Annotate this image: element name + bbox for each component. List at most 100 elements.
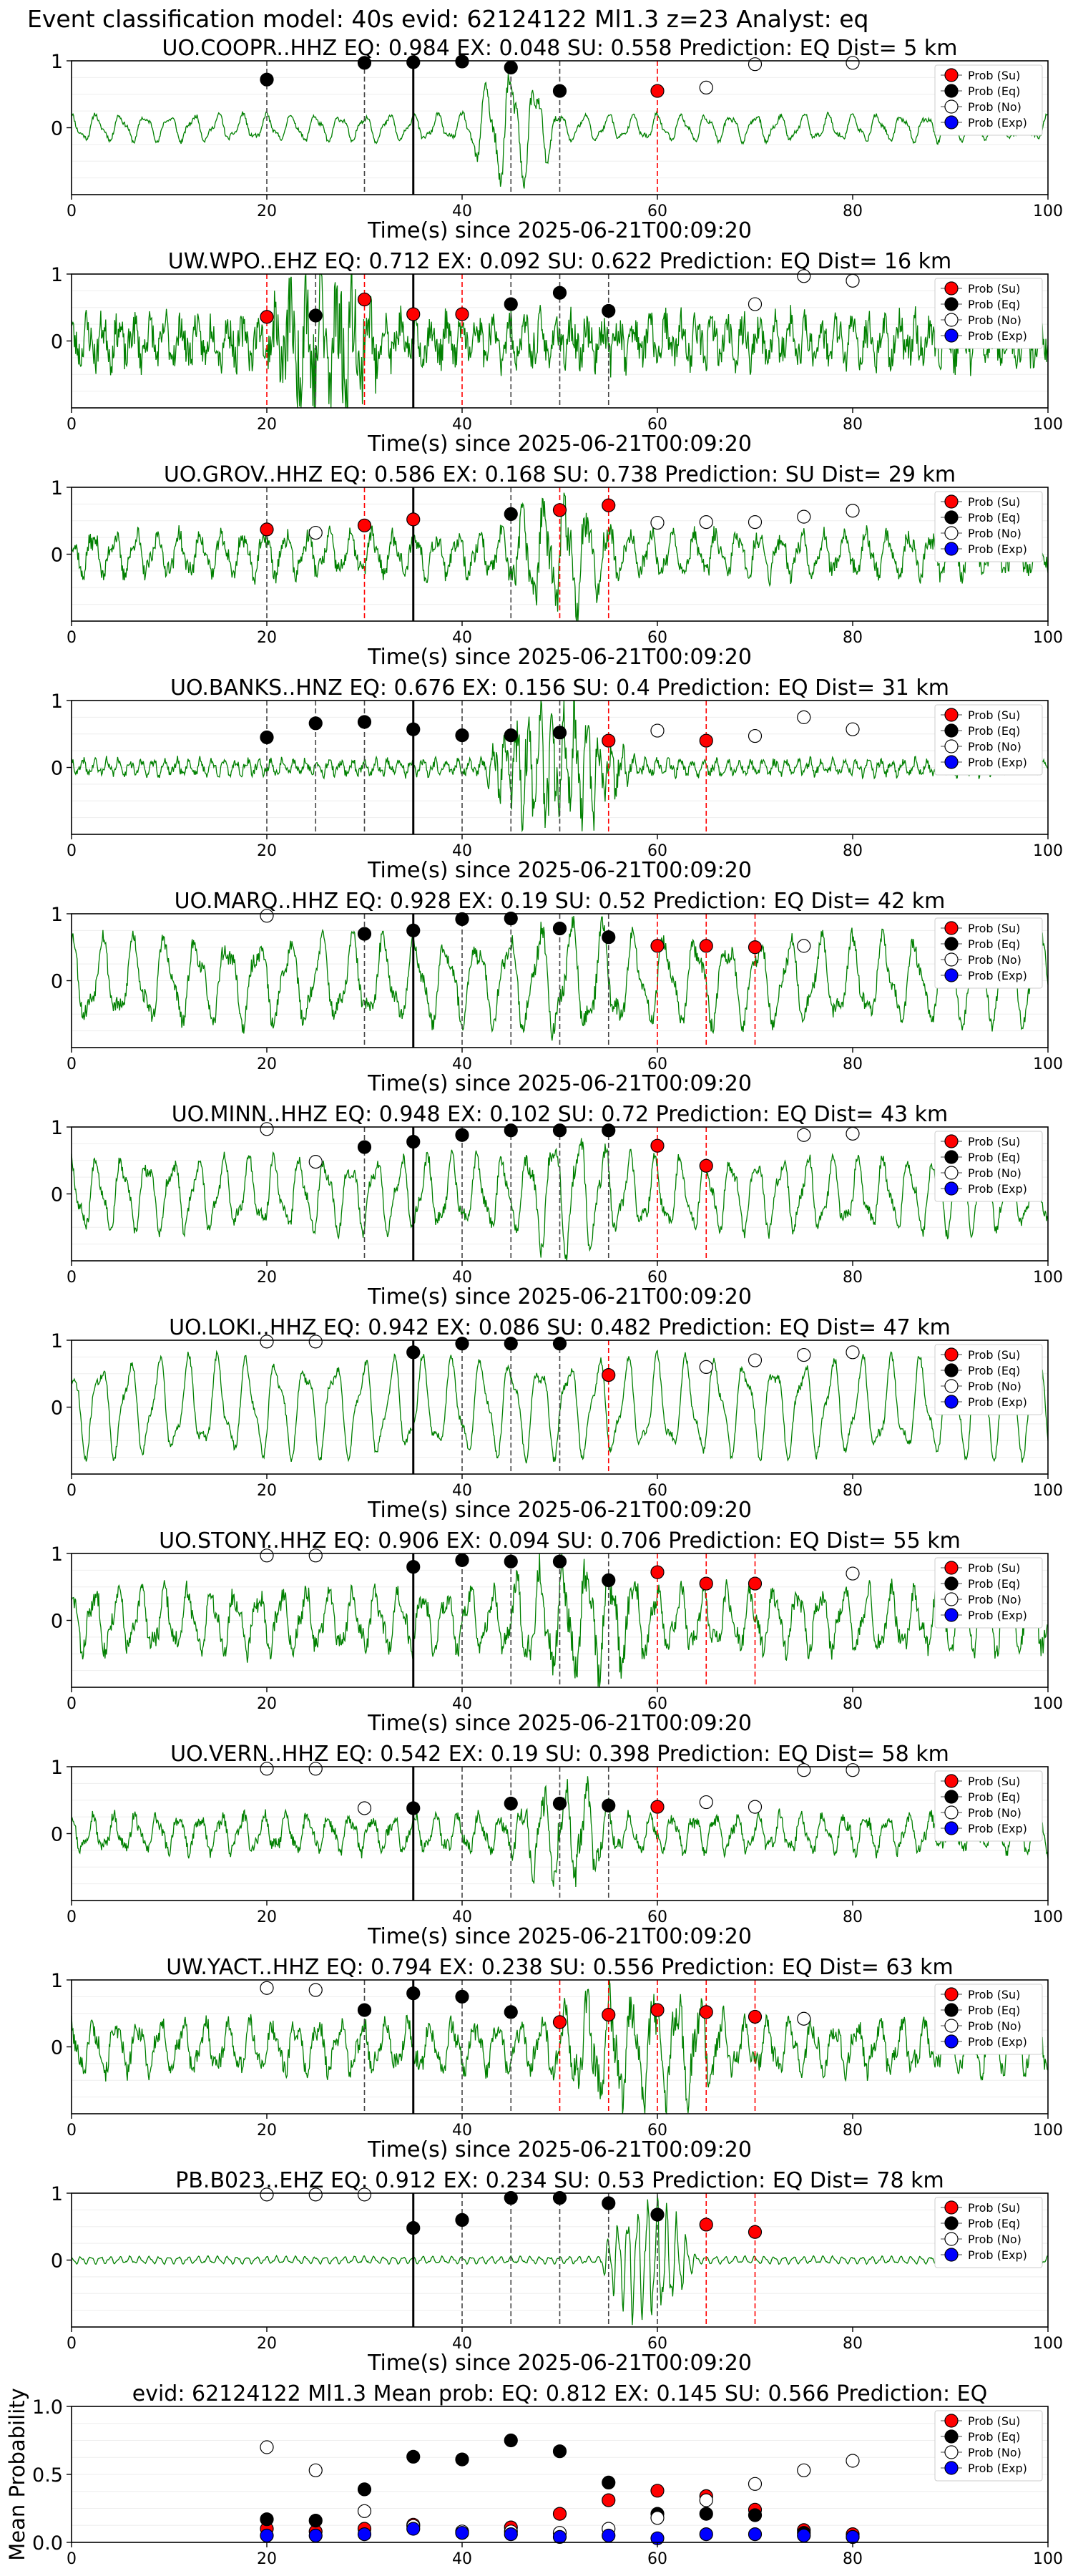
legend-label-su: Prob (Su) xyxy=(968,1988,1020,2001)
y-axis-label: Mean Probability xyxy=(5,2388,29,2561)
prob-marker-su xyxy=(650,1565,665,1579)
prob-marker-no xyxy=(846,56,860,70)
mean-prob-marker-no xyxy=(357,2504,372,2518)
legend-label-exp: Prob (Exp) xyxy=(968,2462,1027,2475)
legend-label-exp: Prob (Exp) xyxy=(968,1395,1027,1409)
panel-title: UO.LOKI..HHZ EQ: 0.942 EX: 0.086 SU: 0.4… xyxy=(169,1315,951,1340)
legend-label-eq: Prob (Eq) xyxy=(968,1577,1020,1591)
legend-label-eq: Prob (Eq) xyxy=(968,298,1020,311)
prob-marker-eq xyxy=(260,730,274,745)
legend-marker-no xyxy=(944,313,959,327)
prob-marker-eq xyxy=(504,297,518,311)
x-tick-label: 20 xyxy=(257,629,277,647)
x-tick-label: 20 xyxy=(257,416,277,434)
figure-suptitle: Event classification model: 40s evid: 62… xyxy=(27,5,868,33)
prob-marker-no xyxy=(308,1548,323,1563)
x-tick-label: 40 xyxy=(452,842,472,860)
legend-marker-su xyxy=(944,1561,959,1575)
legend-label-no: Prob (No) xyxy=(968,740,1021,753)
panel-3: UO.GROV..HHZ EQ: 0.586 EX: 0.168 SU: 0.7… xyxy=(51,462,1063,670)
mean-prob-marker-no xyxy=(699,2493,713,2507)
legend-marker-eq xyxy=(944,2216,959,2230)
prob-marker-su xyxy=(406,512,421,527)
legend-marker-exp xyxy=(944,542,959,556)
legend-marker-eq xyxy=(944,1576,959,1591)
x-tick-label: 60 xyxy=(647,2550,667,2568)
prob-marker-su xyxy=(260,310,274,324)
panel-6: UO.MINN..HHZ EQ: 0.948 EX: 0.102 SU: 0.7… xyxy=(51,1102,1063,1309)
legend-marker-exp xyxy=(944,115,959,130)
legend-marker-exp xyxy=(944,1608,959,1622)
prob-marker-su xyxy=(699,939,713,953)
legend-marker-su xyxy=(944,281,959,296)
x-tick-label: 0 xyxy=(67,842,77,860)
legend-label-su: Prob (Su) xyxy=(968,69,1020,82)
prob-marker-eq xyxy=(504,1123,518,1138)
legend-marker-su xyxy=(944,1134,959,1148)
prob-marker-eq xyxy=(357,56,372,70)
legend-label-su: Prob (Su) xyxy=(968,1561,1020,1575)
x-tick-label: 100 xyxy=(1033,2122,1063,2140)
mean-prob-marker-eq xyxy=(308,2514,323,2528)
panel-title: UO.BANKS..HNZ EQ: 0.676 EX: 0.156 SU: 0.… xyxy=(170,675,949,701)
x-tick-label: 0 xyxy=(67,416,77,434)
prob-marker-no xyxy=(699,1795,713,1810)
prob-marker-no xyxy=(260,1548,274,1563)
legend-box xyxy=(934,704,1043,776)
prob-marker-su xyxy=(699,1576,713,1591)
x-tick-label: 60 xyxy=(647,629,667,647)
legend-marker-no xyxy=(944,952,959,967)
x-tick-label: 0 xyxy=(67,629,77,647)
prob-marker-su xyxy=(699,733,713,748)
x-tick-label: 20 xyxy=(257,1269,277,1287)
legend-marker-no xyxy=(944,526,959,540)
prob-marker-no xyxy=(797,509,811,524)
x-tick-label: 100 xyxy=(1033,203,1063,220)
x-tick-label: 0 xyxy=(67,1055,77,1073)
legend-label-su: Prob (Su) xyxy=(968,2201,1020,2215)
prob-marker-eq xyxy=(406,1801,421,1815)
x-tick-label: 100 xyxy=(1033,1055,1063,1073)
legend-marker-su xyxy=(944,1347,959,1362)
y-tick-label: 1 xyxy=(51,1757,63,1779)
prob-marker-eq xyxy=(552,1123,567,1138)
legend-marker-eq xyxy=(944,723,959,738)
x-axis-label: Time(s) since 2025-06-21T00:09:20 xyxy=(367,1498,752,1523)
legend-marker-no xyxy=(944,1592,959,1606)
y-tick-label: 0 xyxy=(51,971,63,993)
x-tick-label: 60 xyxy=(647,416,667,434)
x-axis-label: Time(s) since 2025-06-21T00:09:20 xyxy=(367,2351,752,2376)
panel-9: UO.VERN..HHZ EQ: 0.542 EX: 0.19 SU: 0.39… xyxy=(51,1742,1063,1949)
legend-marker-su xyxy=(944,921,959,935)
prob-marker-no xyxy=(846,1126,860,1141)
prob-marker-eq xyxy=(357,927,372,941)
legend-label-exp: Prob (Exp) xyxy=(968,2248,1027,2262)
prob-marker-no xyxy=(260,909,274,923)
prob-marker-no xyxy=(357,2187,372,2202)
x-tick-label: 40 xyxy=(452,1908,472,1926)
prob-marker-su xyxy=(602,2008,616,2022)
x-tick-label: 20 xyxy=(257,1055,277,1073)
prob-marker-su xyxy=(260,522,274,537)
legend-label-su: Prob (Su) xyxy=(968,1348,1020,1362)
x-tick-label: 60 xyxy=(647,1055,667,1073)
prob-marker-su xyxy=(650,1800,665,1814)
x-tick-label: 100 xyxy=(1033,416,1063,434)
legend-label-eq: Prob (Eq) xyxy=(968,1364,1020,1377)
x-tick-label: 20 xyxy=(257,842,277,860)
legend-marker-no xyxy=(944,99,959,114)
legend-marker-exp xyxy=(944,2034,959,2049)
panel-1: UO.COOPR..HHZ EQ: 0.984 EX: 0.048 SU: 0.… xyxy=(51,36,1063,243)
y-tick-label: 0 xyxy=(51,2037,63,2059)
panel-title: UO.GROV..HHZ EQ: 0.586 EX: 0.168 SU: 0.7… xyxy=(164,462,956,487)
legend-label-eq: Prob (Eq) xyxy=(968,84,1020,98)
prob-marker-no xyxy=(260,1335,274,1349)
y-tick-label: 0 xyxy=(51,1611,63,1633)
panel-title: UW.WPO..EHZ EQ: 0.712 EX: 0.092 SU: 0.62… xyxy=(168,249,951,274)
x-tick-label: 100 xyxy=(1033,1695,1063,1713)
y-tick-label: 1 xyxy=(51,1117,63,1139)
legend-label-exp: Prob (Exp) xyxy=(968,1822,1027,1835)
prob-marker-su xyxy=(650,1138,665,1153)
x-tick-label: 40 xyxy=(452,2335,472,2353)
